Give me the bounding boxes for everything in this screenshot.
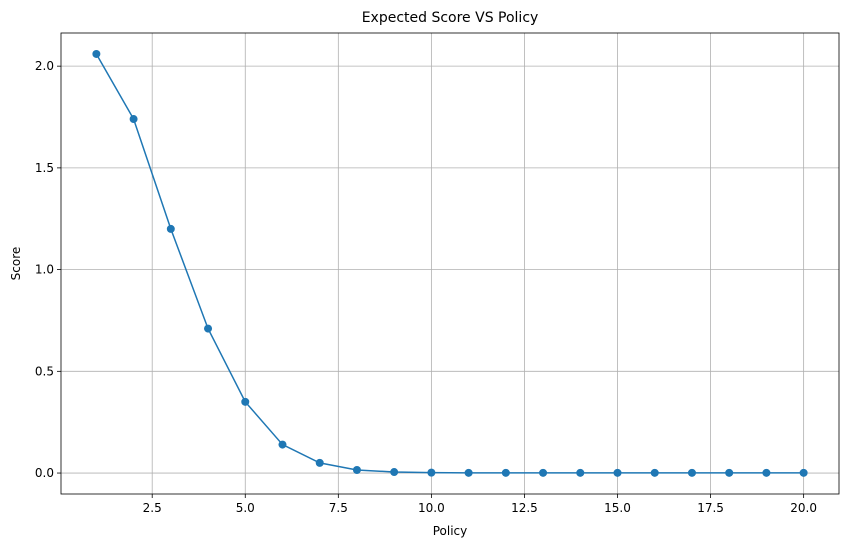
data-point	[650, 468, 659, 477]
y-axis: 0.0 0.5 1.0 1.5 2.0	[35, 59, 61, 480]
data-point	[315, 458, 324, 467]
x-tick-label: 10.0	[418, 501, 445, 515]
x-axis-label: Policy	[433, 524, 468, 538]
data-point	[241, 397, 250, 406]
data-point	[762, 468, 771, 477]
data-point	[725, 468, 734, 477]
x-tick-label: 15.0	[604, 501, 631, 515]
data-point	[92, 49, 101, 58]
x-tick-label: 12.5	[511, 501, 538, 515]
data-point	[799, 468, 808, 477]
x-tick-label: 17.5	[697, 501, 724, 515]
x-tick-label: 7.5	[329, 501, 348, 515]
plot-frame	[60, 32, 840, 495]
data-point	[166, 224, 175, 233]
y-tick-label: 2.0	[35, 59, 54, 73]
data-point	[129, 115, 138, 124]
data-point	[501, 468, 510, 477]
data-point	[687, 468, 696, 477]
y-tick-label: 0.0	[35, 466, 54, 480]
data-point	[613, 468, 622, 477]
data-point	[464, 468, 473, 477]
x-tick-label: 20.0	[790, 501, 817, 515]
y-tick-label: 1.5	[35, 161, 54, 175]
data-point	[278, 440, 287, 449]
series-line	[95, 53, 804, 474]
y-tick-label: 1.0	[35, 263, 54, 277]
data-point	[390, 468, 399, 477]
data-point	[427, 468, 436, 477]
x-axis: 2.5 5.0 7.5 10.0 12.5 15.0 17.5 20.0	[143, 494, 817, 515]
y-axis-label: Score	[9, 247, 23, 281]
x-tick-label: 5.0	[236, 501, 255, 515]
data-series	[92, 49, 808, 477]
y-tick-label: 0.5	[35, 364, 54, 378]
data-point	[352, 465, 361, 474]
data-point	[204, 324, 213, 333]
x-tick-label: 2.5	[143, 501, 162, 515]
data-point	[539, 468, 548, 477]
data-point	[576, 468, 585, 477]
chart-title: Expected Score VS Policy	[362, 10, 539, 26]
